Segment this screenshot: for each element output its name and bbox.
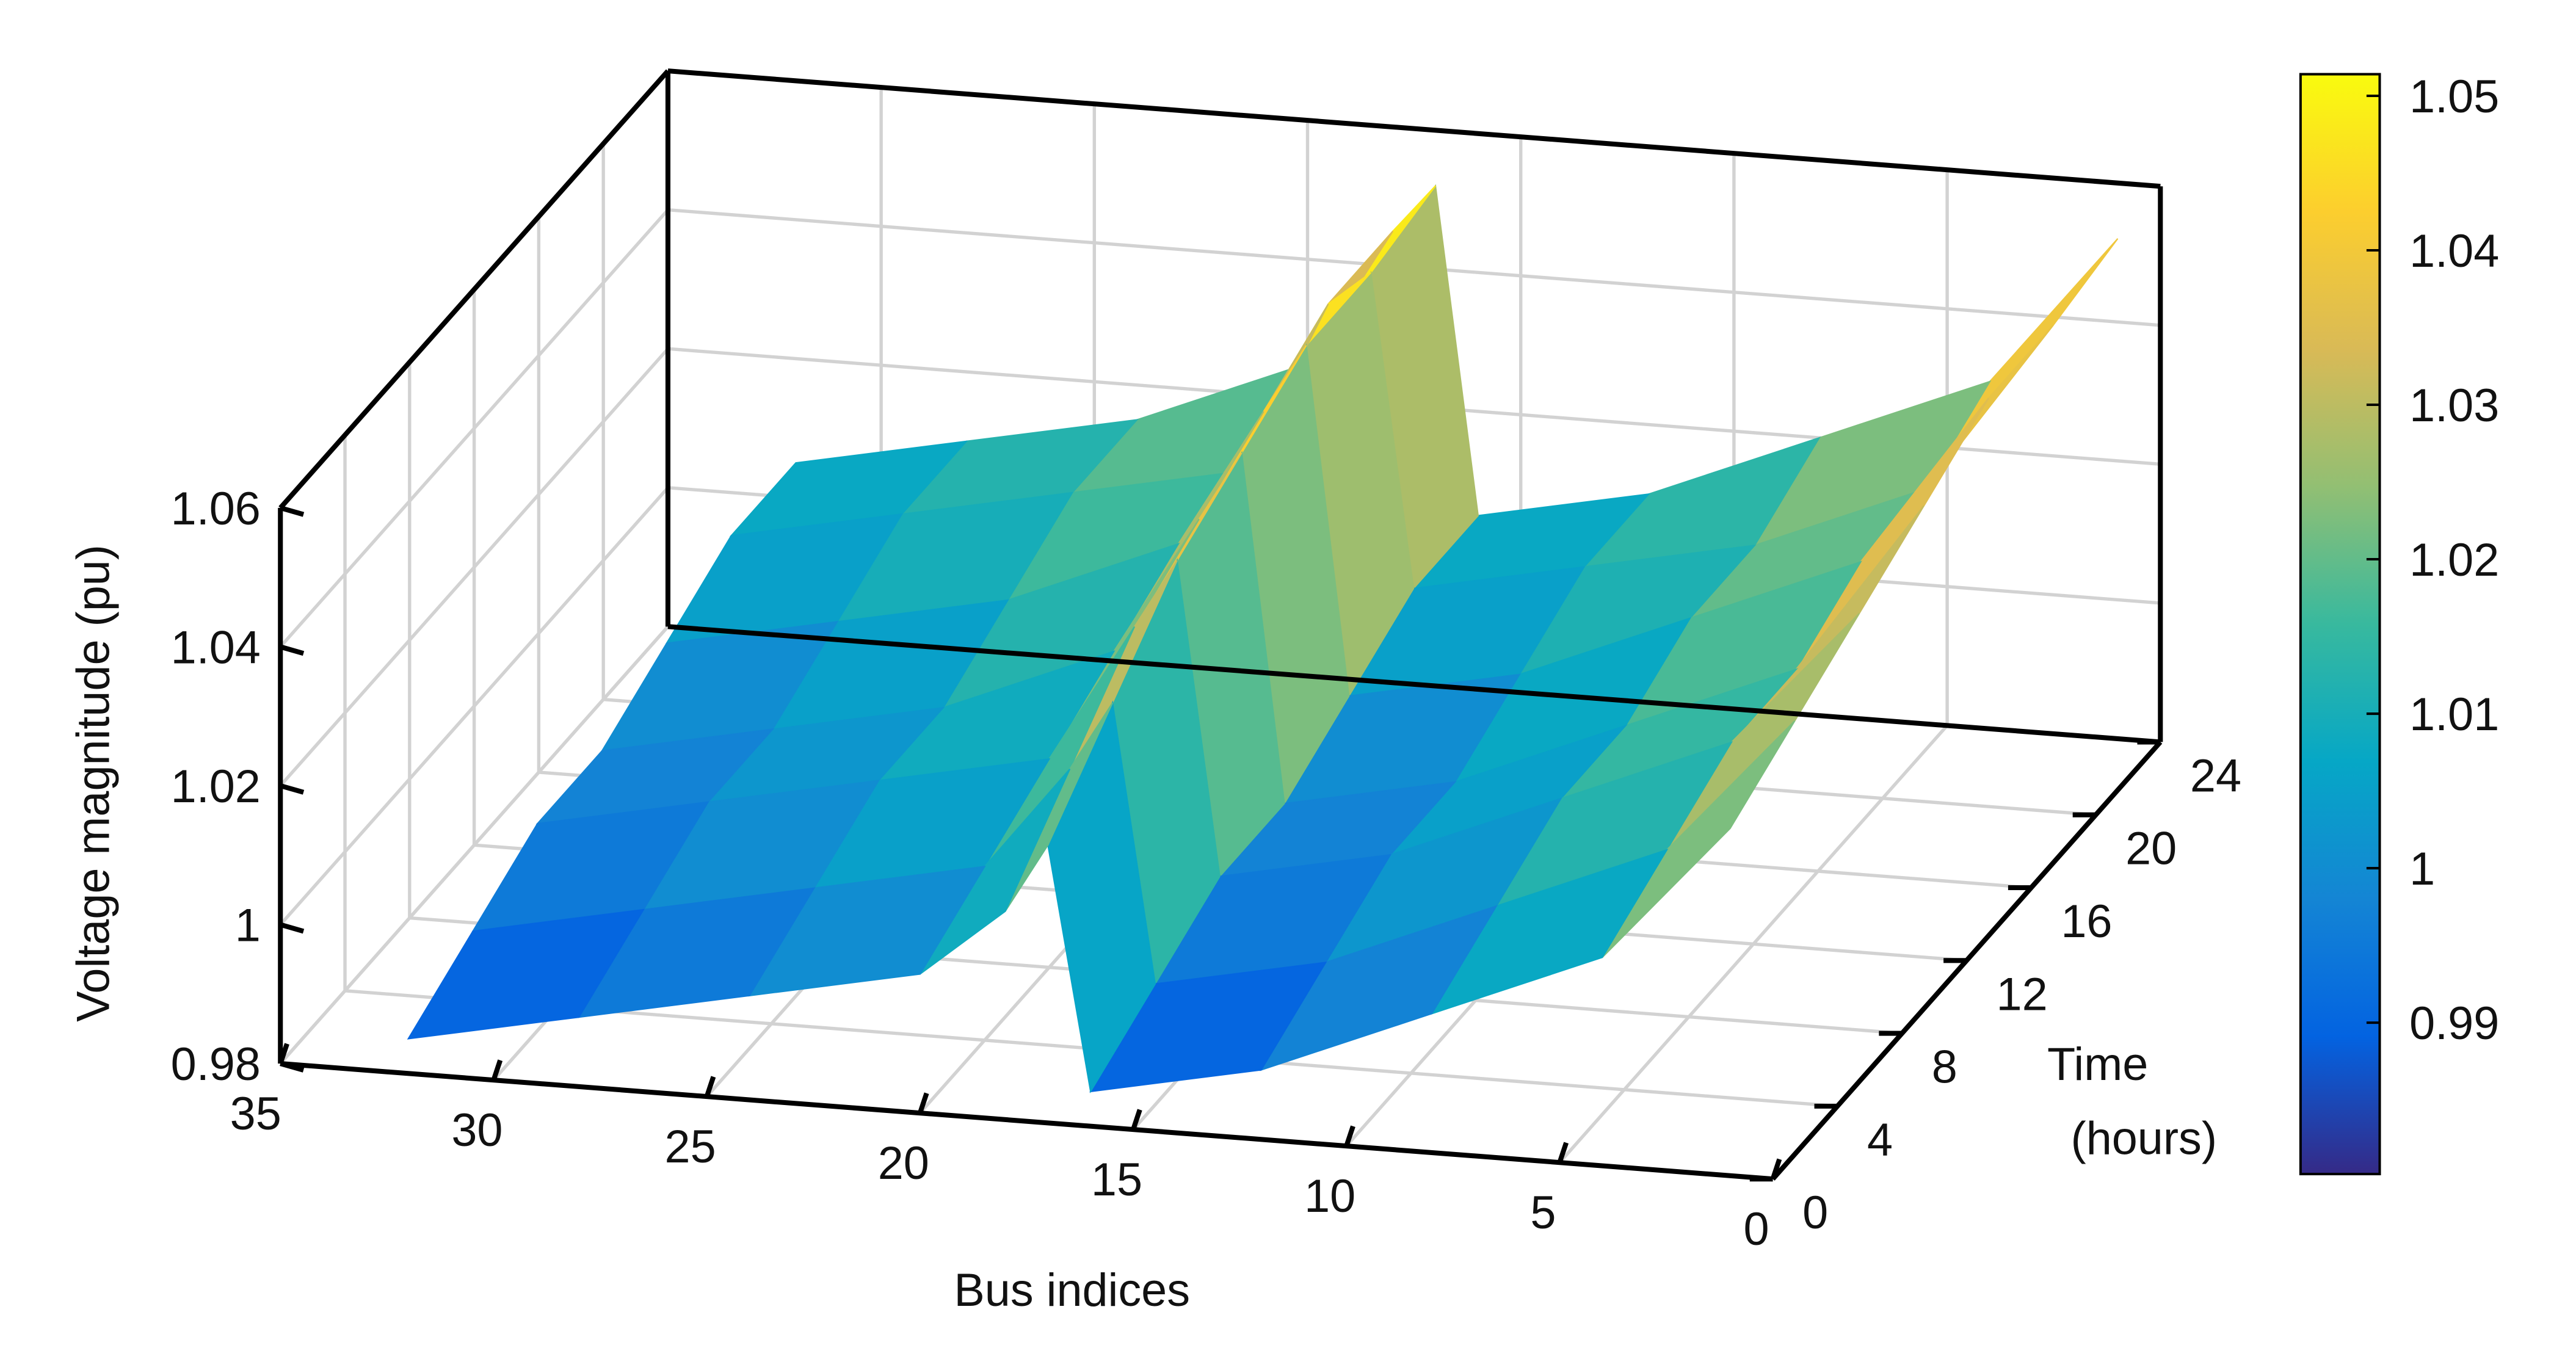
x-tick — [917, 1092, 929, 1114]
z-tick-label: 1.02 — [171, 761, 261, 813]
z-tick-label: 1.06 — [171, 484, 261, 535]
colorbar — [2299, 73, 2381, 1176]
z-axis-label: Voltage magnitude (pu) — [68, 545, 119, 1022]
colorbar-tick-label: 1.01 — [2409, 689, 2499, 741]
y-axis-label: Time — [2047, 1039, 2148, 1090]
x-tick — [1557, 1142, 1569, 1164]
y-axis-label: (hours) — [2071, 1114, 2218, 1165]
surface — [407, 184, 2119, 1093]
z-tick — [280, 644, 305, 656]
x-tick — [1770, 1158, 1782, 1180]
colorbar-tick-label: 1.02 — [2409, 535, 2499, 586]
axes: 05101520253035048121620240.9811.021.041.… — [171, 68, 2499, 1255]
x-tick — [491, 1059, 503, 1081]
x-tick — [1131, 1109, 1142, 1131]
x-tick-label: 10 — [1304, 1171, 1355, 1222]
y-tick-label: 12 — [1997, 969, 2048, 1020]
x-tick-label: 15 — [1091, 1154, 1142, 1206]
colorbar-tick-label: 1.03 — [2409, 380, 2499, 432]
z-tick — [280, 505, 305, 517]
grid-line — [279, 487, 669, 926]
x-tick-label: 20 — [878, 1138, 929, 1189]
colorbar-tick-label: 0.99 — [2409, 998, 2499, 1049]
y-tick-label: 24 — [2190, 750, 2241, 802]
axis-line — [278, 69, 670, 510]
y-tick-label: 4 — [1867, 1115, 1893, 1166]
x-tick — [704, 1076, 716, 1098]
colorbar-tick-label: 1.05 — [2409, 71, 2499, 123]
x-axis-label: Bus indices — [954, 1265, 1190, 1316]
x-tick — [1344, 1125, 1355, 1147]
x-tick-label: 5 — [1530, 1187, 1556, 1239]
z-tick — [280, 922, 305, 934]
z-tick-label: 1 — [235, 900, 261, 952]
axis-line — [280, 1061, 1773, 1182]
axis-line — [667, 624, 2161, 745]
surface-patch — [407, 908, 645, 1040]
axis-line — [667, 68, 2161, 189]
z-tick-label: 1.04 — [171, 622, 261, 673]
y-tick-label: 0 — [1802, 1187, 1828, 1239]
grid-line — [279, 347, 669, 787]
y-tick-label: 20 — [2125, 824, 2177, 875]
x-tick-label: 0 — [1744, 1204, 1769, 1255]
x-tick-label: 30 — [451, 1105, 503, 1156]
x-tick-label: 25 — [665, 1122, 716, 1173]
grid-line — [279, 208, 669, 648]
x-tick — [278, 1043, 289, 1065]
z-tick — [280, 1061, 305, 1073]
z-tick-label: 0.98 — [171, 1039, 261, 1090]
y-tick-label: 8 — [1932, 1042, 1957, 1093]
x-tick-label: 35 — [230, 1089, 281, 1140]
colorbar-tick-label: 1.04 — [2409, 226, 2499, 277]
y-tick-label: 16 — [2061, 896, 2112, 948]
colorbar-tick-label: 1 — [2409, 844, 2435, 895]
grid-line — [279, 625, 669, 1065]
z-tick — [280, 783, 305, 795]
